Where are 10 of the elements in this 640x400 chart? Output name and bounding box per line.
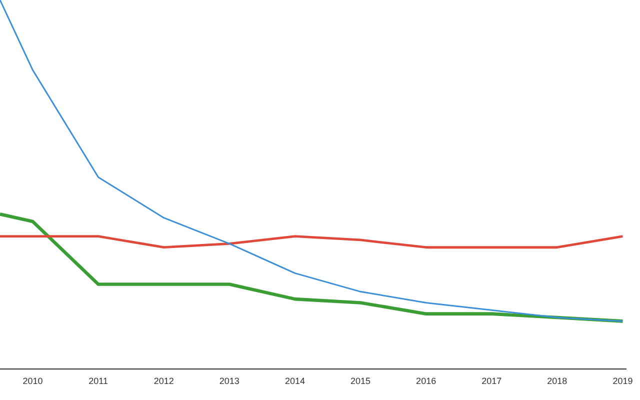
- x-tick-label: 2014: [284, 376, 305, 386]
- x-tick-label: 2015: [350, 376, 371, 386]
- x-tick-label: 2019: [612, 376, 633, 386]
- x-tick-label: 2013: [219, 376, 240, 386]
- x-tick-label: 2017: [482, 376, 502, 386]
- x-tick-label: 2018: [547, 376, 568, 386]
- x-tick-label: 2016: [416, 376, 436, 386]
- x-tick-label: 2012: [154, 376, 174, 386]
- x-tick-label: 2010: [22, 376, 43, 386]
- x-tick-label: 2011: [88, 376, 108, 386]
